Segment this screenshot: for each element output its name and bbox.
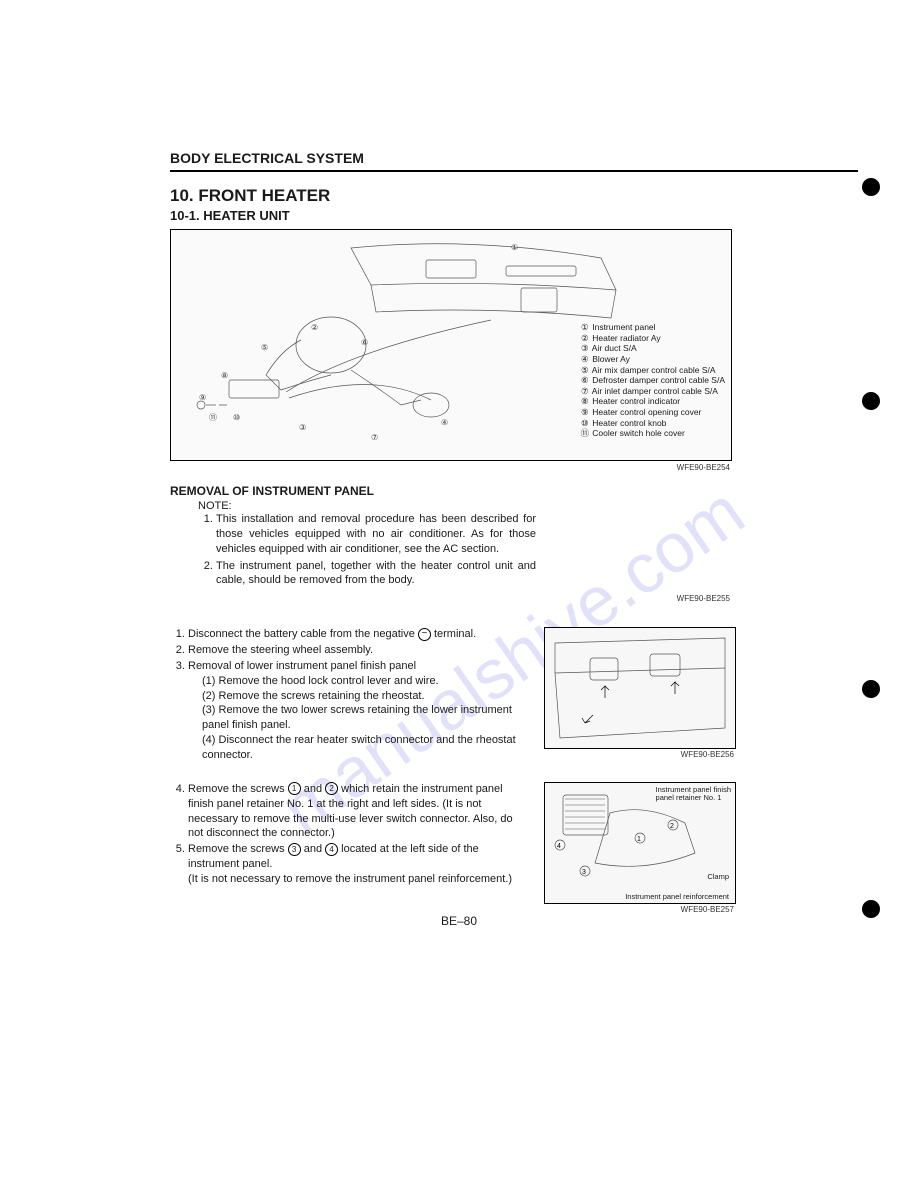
svg-text:⑨: ⑨ [199,393,206,402]
section-header: BODY ELECTRICAL SYSTEM [170,150,858,172]
svg-text:⑥: ⑥ [361,338,368,347]
svg-text:③: ③ [299,423,306,432]
main-figure: ② ⑤ ⑧ ⑨ ⑪ ⑩ ③ ⑦ ④ ⑥ ① ① Instrument panel… [170,229,732,461]
removal-heading: REMOVAL OF INSTRUMENT PANEL [170,484,858,498]
svg-text:⑪: ⑪ [209,413,217,422]
svg-text:3: 3 [582,869,586,876]
step-2: Remove the steering wheel assembly. [188,643,530,658]
fig4-label-a: Instrument panel finishpanel retainer No… [656,786,731,803]
svg-text:2: 2 [670,823,674,830]
mini-figure-a [544,627,736,749]
note-label: NOTE: [198,500,858,512]
chapter-title: 10. FRONT HEATER [170,186,858,206]
svg-text:4: 4 [557,843,561,850]
svg-text:1: 1 [637,836,641,843]
steps-b-text: Remove the screws 1 and 2 which retain t… [170,782,530,888]
svg-text:⑦: ⑦ [371,433,378,442]
figure-code-4: WFE90-BE257 [544,905,734,914]
chapter-subtitle: 10-1. HEATER UNIT [170,208,858,223]
step-block-b: Remove the screws 1 and 2 which retain t… [170,782,858,914]
svg-text:②: ② [311,323,318,332]
figure-legend: ① Instrument panel ② Heater radiator Ay … [580,322,725,439]
step-block-a: Disconnect the battery cable from the ne… [170,627,858,764]
mini-figure-a-wrap: WFE90-BE256 [544,627,734,759]
svg-text:⑩: ⑩ [233,413,240,422]
mini-fig-a-svg [545,628,735,748]
note-list: This installation and removal procedure … [198,512,536,588]
step-1: Disconnect the battery cable from the ne… [188,627,530,642]
page-number: BE–80 [0,914,918,928]
fig4-label-c: Clamp [707,873,729,881]
note-item: This installation and removal procedure … [216,512,536,557]
steps-a-text: Disconnect the battery cable from the ne… [170,627,530,764]
figure-code-2: WFE90-BE255 [170,594,730,603]
svg-text:⑤: ⑤ [261,343,268,352]
svg-text:④: ④ [441,418,448,427]
svg-text:⑧: ⑧ [221,371,228,380]
fig4-label-d: Instrument panel reinforcement [625,893,729,901]
step-4: Remove the screws 1 and 2 which retain t… [188,782,530,841]
step-5: Remove the screws 3 and 4 located at the… [188,842,530,887]
figure-code-3: WFE90-BE256 [544,750,734,759]
page-content: BODY ELECTRICAL SYSTEM 10. FRONT HEATER … [0,0,918,954]
mini-figure-b-wrap: 4 3 1 2 Instrument panel finishpanel ret… [544,782,734,914]
svg-text:①: ① [511,243,518,252]
figure-code-1: WFE90-BE254 [170,463,730,472]
note-item: The instrument panel, together with the … [216,559,536,589]
mini-figure-b: 4 3 1 2 Instrument panel finishpanel ret… [544,782,736,904]
step-3: Removal of lower instrument panel finish… [188,659,530,763]
